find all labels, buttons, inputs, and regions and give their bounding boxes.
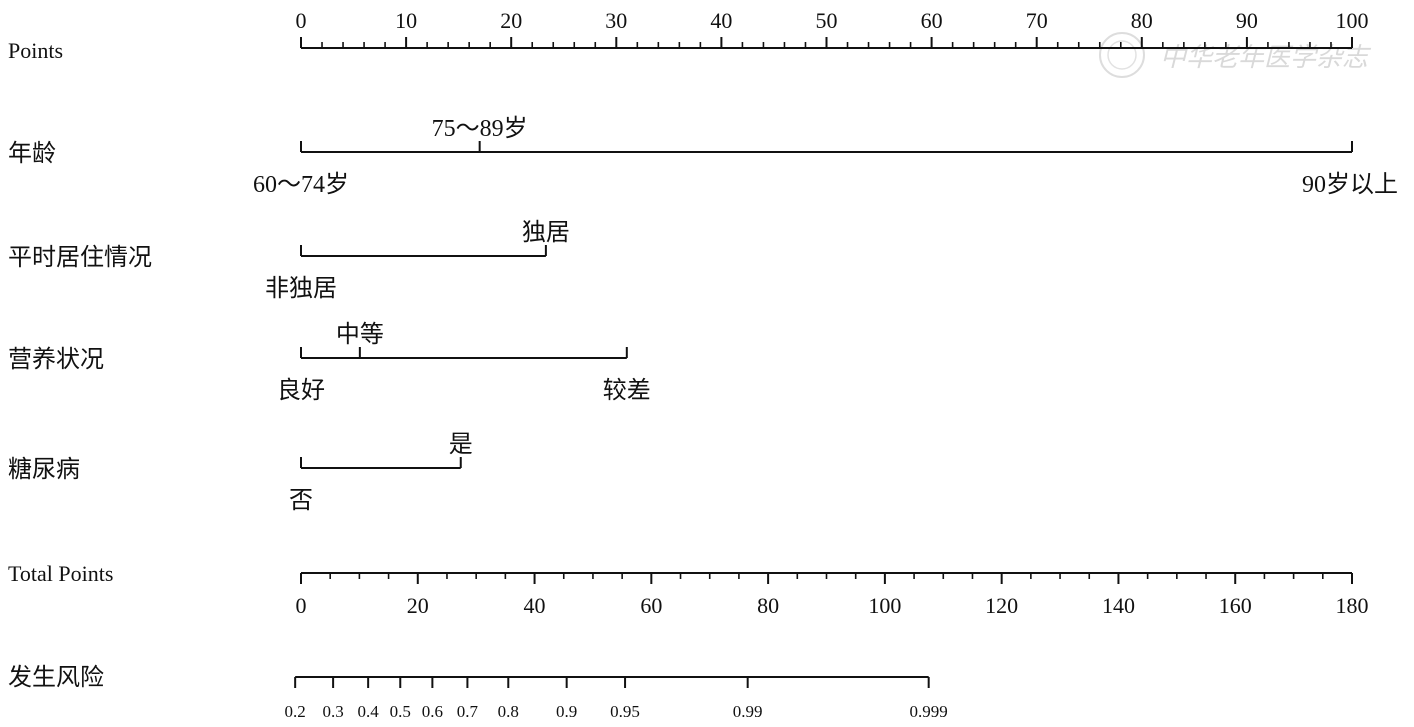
predictor-level-label: 90岁以上: [1302, 171, 1398, 198]
risk-axis-tick-label: 0.999: [910, 702, 948, 721]
total-points-tick-label: 180: [1336, 593, 1369, 618]
risk-axis-tick-label: 0.95: [610, 702, 640, 721]
predictor-level-label: 非独居: [265, 275, 337, 302]
total-points-axis-label: Total Points: [8, 561, 113, 586]
points-axis-tick-label: 50: [816, 8, 838, 33]
total-points-tick-label: 0: [296, 593, 307, 618]
watermark-seal-icon: [1099, 32, 1145, 78]
points-axis-tick-label: 80: [1131, 8, 1153, 33]
predictor-level-label: 否: [289, 488, 313, 514]
predictor-level-label: 中等: [336, 321, 384, 348]
predictor-level-label: 独居: [522, 219, 570, 246]
points-axis-tick-label: 100: [1336, 8, 1369, 33]
risk-axis-tick-label: 0.5: [390, 702, 411, 721]
points-axis-tick-label: 0: [296, 8, 307, 33]
predictor-level-label: 75～89岁: [432, 115, 528, 142]
total-points-tick-label: 120: [985, 593, 1018, 618]
total-points-tick-label: 80: [757, 593, 779, 618]
risk-axis-tick-label: 0.4: [358, 702, 380, 721]
points-axis-label: Points: [8, 38, 63, 63]
risk-axis-label: 发生风险: [8, 664, 104, 691]
points-axis-tick-label: 20: [500, 8, 522, 33]
risk-axis-tick-label: 0.7: [457, 702, 479, 721]
predictor-level-label: 良好: [277, 377, 325, 404]
risk-axis-tick-label: 0.8: [498, 702, 519, 721]
predictor-label: 糖尿病: [8, 456, 80, 483]
total-points-tick-label: 160: [1219, 593, 1252, 618]
risk-axis-tick-label: 0.9: [556, 702, 577, 721]
total-points-tick-label: 100: [868, 593, 901, 618]
risk-axis-tick-label: 0.3: [322, 702, 343, 721]
total-points-tick-label: 40: [524, 593, 546, 618]
total-points-tick-label: 60: [640, 593, 662, 618]
points-axis-tick-label: 70: [1026, 8, 1048, 33]
predictor-label: 平时居住情况: [8, 244, 152, 271]
points-axis-tick-label: 30: [605, 8, 627, 33]
points-axis-tick-label: 10: [395, 8, 417, 33]
total-points-tick-label: 20: [407, 593, 429, 618]
predictor-level-label: 是: [449, 432, 473, 458]
risk-axis-tick-label: 0.99: [733, 702, 763, 721]
points-axis-tick-label: 40: [710, 8, 732, 33]
points-axis-tick-label: 90: [1236, 8, 1258, 33]
points-axis-tick-label: 60: [921, 8, 943, 33]
predictor-level-label: 较差: [603, 377, 651, 404]
risk-axis-tick-label: 0.2: [285, 702, 306, 721]
predictor-level-label: 60～74岁: [253, 171, 349, 198]
watermark-seal-inner-icon: [1107, 40, 1137, 70]
total-points-tick-label: 140: [1102, 593, 1135, 618]
predictor-label: 营养状况: [8, 346, 104, 373]
predictor-label: 年龄: [8, 140, 56, 167]
risk-axis-tick-label: 0.6: [422, 702, 443, 721]
